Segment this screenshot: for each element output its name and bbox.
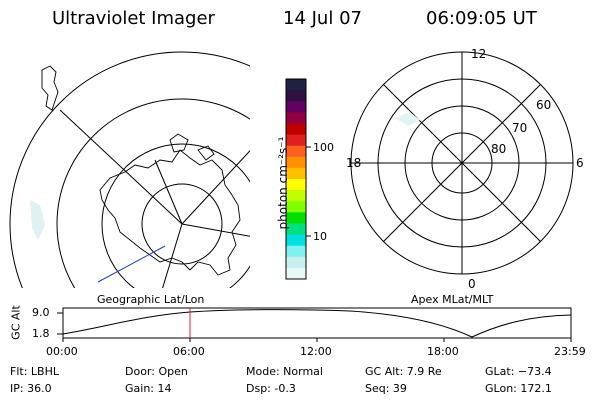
aurora-patch xyxy=(30,200,45,240)
mlat-label: 80 xyxy=(491,142,507,156)
coastline xyxy=(41,65,59,111)
lat-circle xyxy=(56,98,250,288)
timeline-x-tick: 18:00 xyxy=(427,345,459,358)
lat-circle xyxy=(101,143,250,288)
colorbar xyxy=(285,78,311,280)
colorbar-swatch xyxy=(286,267,306,280)
colorbar-tick-label: 100 xyxy=(313,141,334,154)
colorbar-swatch xyxy=(286,123,306,136)
coastline xyxy=(99,149,241,276)
orbit-track xyxy=(97,245,166,283)
lat-circle xyxy=(9,51,250,288)
colorbar-swatch xyxy=(286,112,306,124)
timeline-x-tick: 23:59 xyxy=(554,345,586,358)
ip-value: IP: 36.0 xyxy=(10,382,52,395)
colorbar-swatch xyxy=(286,156,306,169)
timeline-y-tick: 9.0 xyxy=(32,306,50,319)
meridian-line xyxy=(181,150,250,225)
glat-value: GLat: −73.4 xyxy=(485,365,552,378)
colorbar-swatch xyxy=(286,179,306,191)
colorbar-swatch xyxy=(286,234,306,247)
aurora-patch xyxy=(395,112,420,126)
mode-value: Mode: Normal xyxy=(246,365,323,378)
colorbar-tick-label: 10 xyxy=(313,230,327,243)
colorbar-swatch xyxy=(286,212,306,224)
timeline-x-tick: 06:00 xyxy=(173,345,205,358)
colorbar-unit-label: photon cm⁻²s⁻¹ xyxy=(276,136,290,230)
lat-circle xyxy=(141,183,223,265)
meridian-line xyxy=(162,223,183,288)
mlt-label-noon: 12 xyxy=(471,47,487,61)
colorbar-swatch xyxy=(286,79,306,91)
date-label: 14 Jul 07 xyxy=(283,8,362,29)
left-panel-label: Geographic Lat/Lon xyxy=(97,293,205,306)
colorbar-swatch xyxy=(286,145,306,158)
meridian-line xyxy=(59,109,183,225)
coastline xyxy=(169,133,189,153)
colorbar-swatch xyxy=(286,245,306,258)
time-label: 06:09:05 UT xyxy=(426,8,537,29)
glon-value: GLon: 172.1 xyxy=(485,382,552,395)
mlt-label-dawn: 6 xyxy=(576,156,584,170)
seq-value: Seq: 39 xyxy=(365,382,407,395)
colorbar-swatch xyxy=(286,190,306,202)
mlat-label: 70 xyxy=(512,121,528,135)
colorbar-swatch xyxy=(286,134,306,147)
geographic-map xyxy=(9,51,250,288)
altitude-curve xyxy=(62,309,572,338)
colorbar-swatch xyxy=(286,90,306,102)
mlt-line xyxy=(383,84,541,242)
altitude-timeline xyxy=(57,307,572,342)
timeline-x-tick: 12:00 xyxy=(300,345,332,358)
meridian-line xyxy=(181,223,250,237)
colorbar-swatch xyxy=(286,223,306,236)
mlt-label-midnight: 0 xyxy=(468,277,476,291)
gc-alt-value: GC Alt: 7.9 Re xyxy=(365,365,442,378)
colorbar-swatch xyxy=(286,256,306,269)
door-status: Door: Open xyxy=(125,365,188,378)
mlat-label: 60 xyxy=(536,98,552,112)
meridian-line xyxy=(154,159,183,225)
right-panel-label: Apex MLat/MLT xyxy=(411,293,494,306)
timeline-axis-label: GC Alt xyxy=(9,305,23,340)
app-title: Ultraviolet Imager xyxy=(52,8,215,29)
colorbar-swatch xyxy=(286,201,306,213)
colorbar-swatch xyxy=(286,101,306,113)
timeline-y-tick: 1.8 xyxy=(32,327,50,340)
dsp-value: Dsp: -0.3 xyxy=(246,382,296,395)
gain-value: Gain: 14 xyxy=(125,382,172,395)
colorbar-swatch xyxy=(286,167,306,180)
coastline xyxy=(197,145,215,161)
mlt-label-dusk: 18 xyxy=(346,156,362,170)
timeline-x-tick: 00:00 xyxy=(46,345,78,358)
apex-polar-plot xyxy=(350,51,574,275)
filter-value: Flt: LBHL xyxy=(10,365,59,378)
